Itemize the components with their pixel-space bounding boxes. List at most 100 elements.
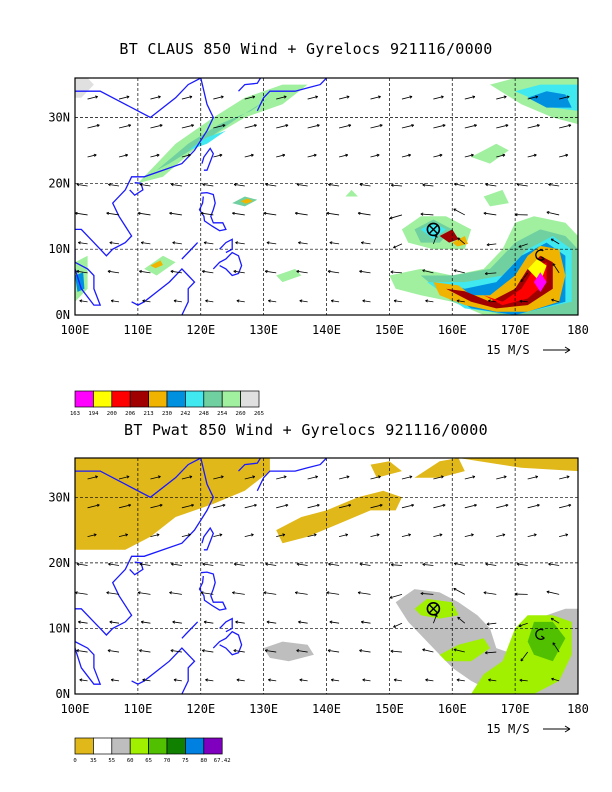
wind-arrow	[235, 242, 245, 245]
wind-arrow	[550, 238, 560, 245]
wind-arrow-head	[439, 533, 443, 537]
wind-arrow	[391, 184, 402, 187]
wind-arrow-head	[250, 533, 254, 537]
wind-arrow	[205, 300, 214, 303]
wind-arrow-head	[296, 649, 300, 653]
wind-arrow-head	[137, 591, 141, 595]
wind-arrow	[551, 678, 560, 682]
wind-arrow	[454, 563, 465, 566]
wind-arrow-head	[565, 533, 569, 537]
wind-arrow-head	[393, 678, 397, 682]
wind-arrow	[202, 563, 214, 566]
coastline	[212, 630, 243, 656]
wind-arrow	[401, 154, 411, 158]
wind-arrow-head	[285, 124, 289, 128]
colorbar-label: 65	[145, 758, 152, 764]
wind-arrow	[550, 617, 560, 624]
wind-arrow	[266, 621, 277, 624]
wind-arrow	[359, 563, 371, 566]
colorbar-label: 206	[125, 411, 135, 417]
wind-arrow	[232, 212, 245, 216]
coastline	[219, 617, 233, 633]
wind-arrow	[150, 534, 160, 538]
wind-arrow-head	[139, 562, 143, 566]
wind-arrow	[276, 96, 287, 100]
coastline	[129, 561, 144, 576]
wind-arrow-head	[107, 269, 111, 274]
wind-arrow-head	[503, 95, 507, 99]
colorbar-swatch	[166, 737, 186, 755]
wind-arrow-head	[483, 591, 487, 595]
wind-arrow	[362, 679, 371, 682]
wind-arrow-head	[486, 243, 490, 247]
y-tick-label: 0N	[56, 687, 70, 701]
wind-arrow	[87, 476, 98, 480]
wind-arrow-head	[233, 183, 237, 187]
wind-arrow	[108, 183, 120, 187]
shaded-region	[534, 272, 547, 292]
wind-arrow	[496, 124, 509, 129]
wind-arrow-head	[330, 299, 334, 303]
wind-vectors	[75, 475, 572, 682]
wind-arrow	[338, 504, 352, 509]
wind-arrow-head	[357, 591, 361, 595]
colorbar-swatch	[74, 390, 94, 408]
wind-arrow-head	[299, 678, 303, 682]
x-tick-label: 140E	[312, 702, 341, 716]
wind-arrow	[296, 563, 308, 566]
wind-arrow-head	[442, 503, 446, 507]
wind-arrow-head	[453, 562, 457, 566]
wind-arrow	[244, 124, 257, 129]
wind-arrow	[391, 564, 402, 566]
wind-arrow-head	[188, 153, 191, 157]
wind-arrow-head	[409, 475, 413, 479]
wind-arrow	[362, 300, 371, 303]
wind-arrow	[546, 211, 560, 216]
wind-arrow-head	[264, 269, 268, 274]
wind-arrow-head	[170, 269, 174, 274]
wind-arrow-head	[220, 95, 224, 99]
wind-arrow	[559, 476, 570, 480]
wind-arrow	[516, 183, 528, 187]
wind-arrow-head	[126, 95, 130, 99]
wind-arrow-head	[505, 503, 509, 507]
wind-arrow	[328, 183, 340, 187]
wind-arrow-head	[502, 533, 506, 537]
wind-arrow-head	[326, 591, 330, 595]
wind-arrow-head	[219, 153, 223, 157]
wind-arrow	[234, 563, 245, 566]
wind-arrow-head	[565, 153, 569, 157]
wind-arrow	[171, 563, 182, 566]
wind-arrow-head	[442, 124, 446, 128]
wind-arrow-head	[222, 503, 226, 507]
wind-arrow-head	[296, 183, 300, 187]
wind-arrow-head	[536, 124, 540, 128]
wind-arrow-head	[268, 299, 271, 303]
wind-arrow	[338, 476, 350, 480]
wind-arrow-head	[566, 95, 570, 99]
wind-arrow	[79, 679, 88, 682]
wind-arrow-head	[93, 153, 97, 157]
wind-arrow-head	[326, 211, 330, 215]
shaded-region	[452, 236, 468, 247]
wind-arrow	[527, 476, 538, 480]
wind-arrow-head	[253, 503, 257, 507]
wind-arrow-head	[408, 153, 411, 157]
plot-frame	[74, 457, 579, 695]
wind-arrow	[370, 96, 381, 100]
wind-arrow	[425, 300, 434, 303]
colorbar-label: 248	[199, 411, 210, 417]
wind-arrow	[298, 621, 308, 624]
wind-arrow-head	[96, 503, 100, 507]
wind-arrow-head	[233, 649, 237, 653]
wind-arrow-head	[294, 591, 298, 595]
colorbar-label: 75	[182, 758, 189, 764]
wind-arrow-head	[108, 562, 111, 566]
wind-arrow	[433, 504, 446, 509]
shaded-region	[156, 97, 270, 171]
wind-arrow	[327, 270, 340, 274]
coastline	[75, 229, 102, 306]
colorbar-label: 70	[164, 758, 171, 764]
wind-arrow-head	[422, 269, 426, 273]
wind-arrow	[232, 592, 245, 595]
